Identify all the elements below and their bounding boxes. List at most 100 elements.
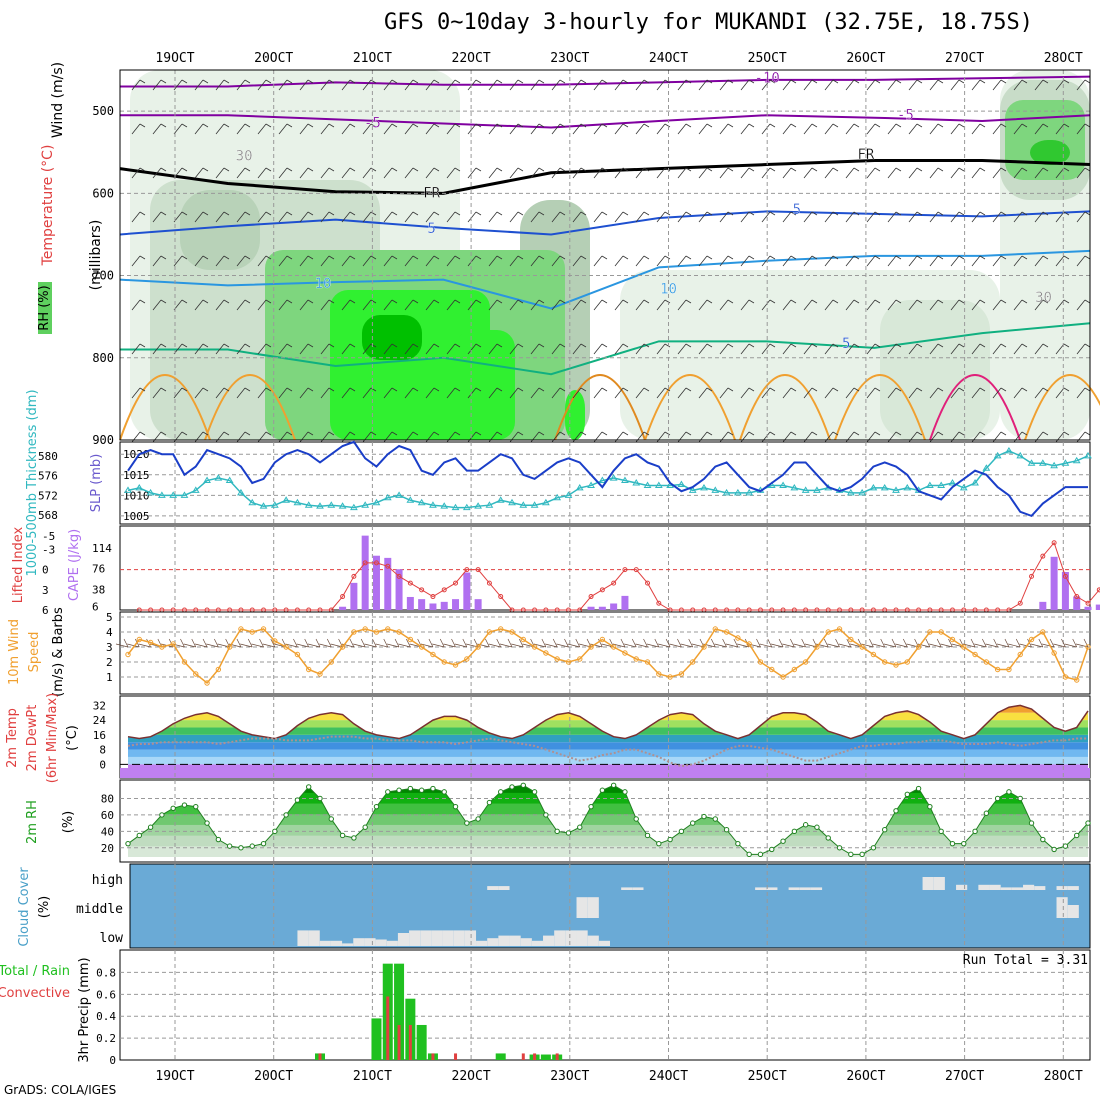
wind-barb [383, 211, 398, 223]
wind-barb [845, 79, 860, 91]
wind-barb [1055, 387, 1070, 399]
wind-barb [278, 123, 293, 135]
thickness-point [451, 503, 460, 511]
wind-barb [341, 211, 356, 223]
wind-barb [551, 167, 566, 179]
x-tick-label-bottom: 22OCT [452, 1069, 491, 1084]
x-tick-label-top: 24OCT [649, 51, 688, 66]
wind-barb [761, 299, 776, 311]
wind-barb [299, 255, 314, 267]
wind-barb [551, 255, 566, 267]
wind-barb [677, 79, 692, 91]
wind-barb [572, 387, 587, 399]
temp-band [128, 727, 1088, 735]
rh-point [1028, 820, 1035, 826]
rh-point [746, 851, 752, 858]
wind-barb [509, 79, 524, 91]
thickness-point [237, 488, 245, 496]
wind-barb [635, 343, 650, 355]
wind-barb [950, 211, 965, 223]
y-tick-label: 24 [93, 714, 107, 727]
cloud-bar [397, 933, 410, 946]
wind-speed-point [181, 659, 188, 665]
cloud-bar [1000, 887, 1012, 890]
cloud-bar [509, 935, 521, 946]
wind-barb [206, 638, 219, 648]
wind-speed-point [147, 639, 154, 646]
thickness-point [372, 498, 381, 506]
cloud-bar [342, 943, 354, 946]
wind-barb [887, 167, 902, 179]
wind-barb [530, 79, 545, 91]
wind-barb [299, 343, 314, 355]
wind-barb [236, 299, 251, 311]
y-axis-label: 2m Temp [5, 708, 20, 768]
wind-barb [992, 255, 1007, 267]
wind-barb [215, 167, 230, 179]
rh-band [128, 791, 1088, 804]
rh-line [127, 784, 1089, 855]
x-tick-label-top: 27OCT [945, 51, 984, 66]
wind-barb [593, 211, 608, 223]
wind-barb [929, 387, 944, 399]
wind-barb [446, 79, 461, 91]
wind-barb [782, 79, 797, 91]
cloud-bar [353, 938, 365, 946]
wind-barb [824, 387, 839, 399]
wind-barb [320, 123, 335, 135]
x-tick-label-bottom: 27OCT [945, 1069, 984, 1084]
wind-barb [845, 343, 860, 355]
y-tick-label-left: 0 [42, 564, 49, 577]
temp-band [128, 742, 1088, 750]
rh-point [147, 824, 154, 830]
rh-point [780, 838, 786, 844]
wind-barb [845, 123, 860, 135]
rh-point [859, 851, 865, 858]
wind-speed-point [136, 636, 142, 643]
rh-point [904, 791, 910, 798]
x-tick-label-top: 21OCT [353, 51, 392, 66]
wind-speed-point [678, 671, 685, 677]
x-tick-label-bottom: 20OCT [254, 1069, 293, 1084]
y-axis-label: (m/s) & Barbs [51, 607, 66, 697]
wind-barb [929, 79, 944, 91]
wind-speed-point [656, 671, 662, 677]
wind-barb [1034, 387, 1049, 399]
wind-barb [929, 211, 944, 223]
wind-speed-point [430, 651, 436, 658]
y-tick-label: 3 [106, 641, 113, 654]
y-tick-label: 0.4 [96, 1010, 116, 1023]
contour-label: 5 [427, 221, 435, 237]
temperature-contour [554, 374, 646, 441]
wind-barb [614, 387, 629, 399]
wind-barb [215, 211, 230, 223]
contour-label: FR [423, 185, 440, 201]
wind-barb [1055, 299, 1070, 311]
total-precip-bar [371, 1018, 382, 1060]
rh-point [543, 812, 549, 818]
wind-barb [551, 387, 566, 399]
wind-barb [1076, 123, 1091, 135]
wind-speed-point [193, 671, 199, 677]
wind-barb [624, 638, 637, 648]
y-tick-label: 0 [109, 1054, 116, 1067]
wind-barb [698, 79, 713, 91]
cloud-bar [431, 930, 443, 946]
wind-barb [425, 387, 440, 399]
wind-speed-point [848, 636, 854, 643]
x-tick-label-bottom: 21OCT [353, 1069, 392, 1084]
wind-barb [236, 387, 251, 399]
wind-barb [299, 211, 314, 223]
wind-barb [887, 387, 902, 399]
wind-speed-point [938, 629, 944, 635]
wind-barb [824, 123, 839, 135]
temperature-contour [204, 374, 296, 441]
lifted-index-point [453, 580, 459, 586]
rh-point [610, 782, 617, 788]
wind-barb [194, 255, 209, 267]
y-tick-label: 1 [106, 671, 113, 684]
wind-barb [530, 123, 545, 135]
wind-barb [307, 638, 321, 648]
rh-point [893, 808, 899, 814]
cloud-bar [956, 884, 968, 890]
